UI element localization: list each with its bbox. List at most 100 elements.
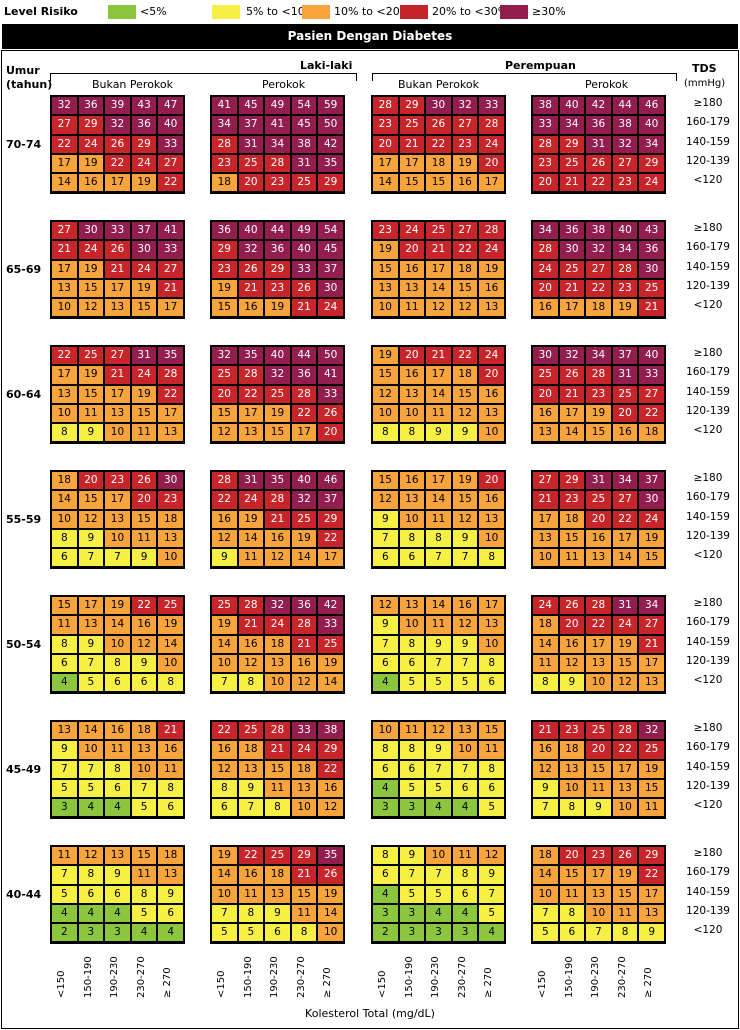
risk-cell: 13 xyxy=(372,278,399,299)
risk-cell: 15 xyxy=(372,365,399,385)
risk-cell: 33 xyxy=(317,384,344,404)
risk-cell: 12 xyxy=(451,403,479,424)
risk-cell: 10 xyxy=(51,403,78,424)
risk-cell: 9 xyxy=(104,865,131,885)
risk-cell: 25 xyxy=(264,846,291,866)
tds-label: ≥180 xyxy=(693,597,723,609)
risk-cell: 21 xyxy=(290,298,318,318)
risk-cell: 32 xyxy=(104,115,131,135)
risk-cell: 21 xyxy=(638,634,665,654)
risk-cell: 22 xyxy=(130,596,158,616)
risk-grid-female-non-smoker-65-69: 23 24 25 27 28 19 20 21 22 24 15 16 17 18 19 13 13 14 15 16… xyxy=(371,220,506,319)
risk-cell: 24 xyxy=(478,240,505,260)
risk-cell: 34 xyxy=(558,115,586,135)
x-tick-label: 150-190 xyxy=(82,956,94,998)
risk-cell: 8 xyxy=(372,740,399,760)
risk-cell: 15 xyxy=(372,259,399,279)
risk-cell: 8 xyxy=(611,923,639,943)
risk-cell: 32 xyxy=(211,346,238,366)
tds-label: ≥180 xyxy=(693,222,723,234)
x-tick-label: ≥ 270 xyxy=(162,967,174,998)
risk-cell: 22 xyxy=(585,278,612,299)
risk-cell: 27 xyxy=(638,384,665,404)
risk-cell: 26 xyxy=(317,865,344,885)
tds-label: <120 xyxy=(693,799,723,812)
risk-cell: 15 xyxy=(451,384,479,404)
risk-cell: 27 xyxy=(104,346,131,366)
risk-cell: 12 xyxy=(372,596,399,616)
tds-label: <120 xyxy=(693,424,723,437)
risk-cell: 19 xyxy=(372,240,399,260)
risk-cell: 19 xyxy=(211,278,238,299)
risk-cell: 33 xyxy=(638,365,665,385)
risk-cell: 47 xyxy=(157,96,184,116)
risk-cell: 9 xyxy=(237,778,265,799)
risk-cell: 25 xyxy=(317,634,344,654)
risk-cell: 15 xyxy=(77,384,105,404)
risk-cell: 8 xyxy=(558,903,586,924)
risk-grid-male-smoker-60-64: 32 35 40 44 50 25 28 32 36 41 20 22 25 28 33 15 17 19 22 26… xyxy=(210,345,345,444)
risk-grid-male-non-smoker-40-44: 11 12 13 15 18 7 8 9 11 13 5 6 6 8 9 4 4 4 5 6 2 3 3 4 4 xyxy=(50,845,185,944)
risk-cell: 17 xyxy=(611,528,639,549)
risk-cell: 16 xyxy=(532,403,559,424)
risk-grid-male-non-smoker-70-74: 32 36 39 43 47 27 29 32 36 40 22 24 26 29 33 17 19 22 24 27… xyxy=(50,95,185,194)
age-label-50-54: 50-54 xyxy=(6,637,42,651)
risk-cell: 3 xyxy=(398,923,426,943)
risk-cell: 32 xyxy=(611,134,639,154)
risk-cell: 17 xyxy=(638,884,665,904)
risk-cell: 10 xyxy=(372,403,399,424)
risk-cell: 27 xyxy=(451,115,479,135)
risk-cell: 12 xyxy=(372,490,399,510)
risk-cell: 13 xyxy=(478,509,505,529)
risk-cell: 19 xyxy=(611,865,639,885)
risk-cell: 8 xyxy=(51,634,78,654)
risk-cell: 14 xyxy=(211,634,238,654)
age-label-45-49: 45-49 xyxy=(6,762,42,776)
risk-cell: 35 xyxy=(317,153,344,174)
risk-cell: 14 xyxy=(211,865,238,885)
risk-cell: 23 xyxy=(558,721,586,741)
risk-cell: 17 xyxy=(157,403,184,424)
risk-cell: 6 xyxy=(104,884,131,904)
risk-cell: 12 xyxy=(478,846,505,866)
risk-grid-female-smoker-60-64: 30 32 34 37 40 25 26 28 31 33 20 21 23 25 27 16 17 19 20 22… xyxy=(531,345,666,444)
risk-cell: 14 xyxy=(317,673,344,693)
tds-label: <120 xyxy=(693,299,723,312)
risk-cell: 25 xyxy=(290,173,318,193)
risk-cell: 3 xyxy=(372,798,399,818)
risk-cell: 4 xyxy=(372,778,399,799)
risk-cell: 28 xyxy=(585,365,612,385)
risk-cell: 10 xyxy=(264,673,291,693)
tds-label: 160-179 xyxy=(686,366,730,379)
risk-cell: 25 xyxy=(211,365,238,385)
risk-cell: 28 xyxy=(211,471,238,491)
risk-cell: 14 xyxy=(611,548,639,568)
risk-cell: 27 xyxy=(532,471,559,491)
risk-cell: 34 xyxy=(611,471,639,491)
risk-cell: 15 xyxy=(425,173,452,193)
risk-cell: 6 xyxy=(478,673,505,693)
risk-cell: 13 xyxy=(157,423,184,443)
risk-cell: 10 xyxy=(290,798,318,818)
risk-cell: 26 xyxy=(317,403,344,424)
risk-cell: 13 xyxy=(237,759,265,779)
risk-cell: 13 xyxy=(130,740,158,760)
risk-cell: 5 xyxy=(398,778,426,799)
risk-cell: 43 xyxy=(638,221,665,241)
risk-cell: 29 xyxy=(130,134,158,154)
risk-cell: 24 xyxy=(77,240,105,260)
risk-cell: 37 xyxy=(317,490,344,510)
risk-cell: 26 xyxy=(611,846,639,866)
risk-cell: 32 xyxy=(638,721,665,741)
risk-cell: 14 xyxy=(425,278,452,299)
risk-cell: 10 xyxy=(558,778,586,799)
risk-cell: 33 xyxy=(317,615,344,635)
risk-cell: 28 xyxy=(237,596,265,616)
risk-cell: 8 xyxy=(478,548,505,568)
risk-cell: 59 xyxy=(317,96,344,116)
risk-cell: 15 xyxy=(77,278,105,299)
risk-cell: 21 xyxy=(237,278,265,299)
risk-cell: 10 xyxy=(104,528,131,549)
risk-cell: 27 xyxy=(611,490,639,510)
risk-cell: 4 xyxy=(372,884,399,904)
